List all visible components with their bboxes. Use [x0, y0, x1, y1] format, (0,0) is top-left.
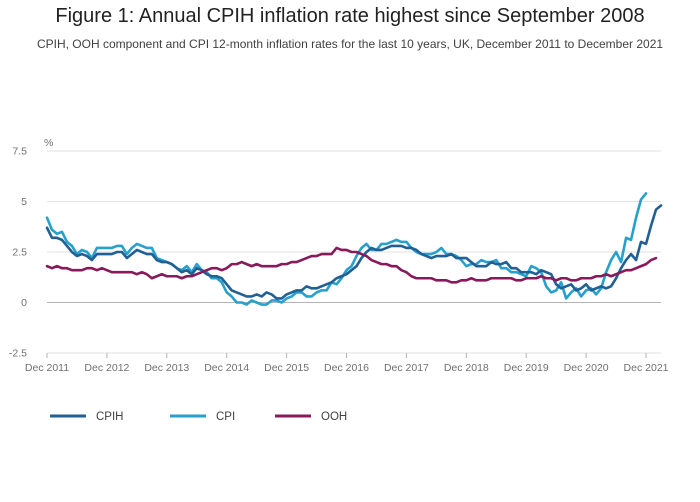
legend-item-cpih[interactable]: CPIH [50, 411, 123, 423]
x-tick-label: Dec 2021 [624, 362, 669, 374]
y-tick-label: 7.5 [12, 146, 27, 158]
series-line-cpi [45, 192, 648, 306]
legend-label: OOH [321, 411, 347, 423]
legend-label: CPIH [96, 411, 123, 423]
legend-item-cpi[interactable]: CPI [170, 411, 235, 423]
x-tick-label: Dec 2016 [324, 362, 369, 374]
series-lines [45, 192, 663, 306]
legend-label: CPI [216, 411, 235, 423]
y-tick-label: 0 [21, 297, 27, 309]
x-tick-label: Dec 2013 [144, 362, 189, 374]
y-tick-label: 5 [21, 196, 27, 208]
x-tick-label: Dec 2012 [84, 362, 129, 374]
legend: CPIH CPI OOH [50, 411, 347, 423]
y-tick-label: 2.5 [12, 247, 27, 259]
x-tick-label: Dec 2018 [444, 362, 489, 374]
x-tick-label: Dec 2019 [504, 362, 549, 374]
x-tick-label: Dec 2020 [564, 362, 609, 374]
y-tick-label: -2.5 [9, 348, 27, 360]
x-tick-label: Dec 2014 [204, 362, 249, 374]
y-axis-unit: % [44, 137, 53, 149]
x-tick-label: Dec 2011 [25, 362, 69, 374]
series-line-ooh [45, 246, 658, 284]
x-tick-label: Dec 2017 [384, 362, 429, 374]
axes: -2.5 0 2.5 5 7.5% Dec 2011 Dec 2012 Dec 2013 Dec… [9, 137, 669, 374]
chart-title: Figure 1: Annual CPIH inflation rate hig… [55, 5, 645, 27]
x-tick-label: Dec 2015 [264, 362, 309, 374]
chart-subtitle: CPIH, OOH component and CPI 12-month inf… [36, 37, 664, 51]
legend-item-ooh[interactable]: OOH [275, 411, 347, 423]
series-line-cpih [45, 204, 663, 300]
